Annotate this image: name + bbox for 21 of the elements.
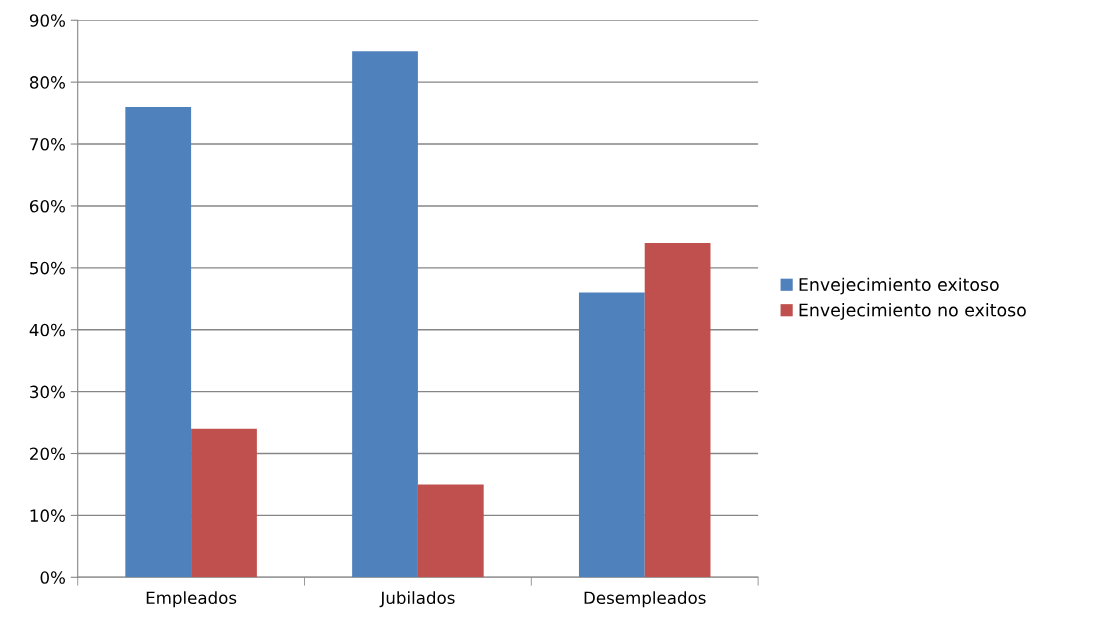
bar [191, 428, 257, 578]
x-tick-label: Jubilados [379, 591, 455, 608]
bar [352, 51, 418, 578]
y-tick-label: 30% [30, 385, 65, 399]
y-tick-label: 20% [30, 447, 65, 461]
y-tick-label: 50% [30, 261, 65, 275]
y-tick-label: 40% [29, 323, 65, 337]
bar [125, 106, 192, 578]
y-tick-label: 0% [40, 571, 65, 584]
bar [644, 243, 711, 578]
x-tick-label: Desempleados [584, 591, 706, 608]
legend-label: Envejecimiento exitoso [799, 277, 999, 295]
legend-label: Envejecimiento no exitoso [799, 303, 1026, 320]
y-tick-label: 80% [29, 76, 65, 89]
y-tick-label: 60% [30, 199, 65, 213]
x-tick-label: Empleados [146, 591, 237, 608]
y-tick-label: 70% [30, 138, 65, 151]
bar [578, 292, 645, 578]
y-tick-label: 90% [29, 14, 65, 27]
y-tick-label: 10% [30, 509, 65, 522]
bar [417, 484, 484, 578]
